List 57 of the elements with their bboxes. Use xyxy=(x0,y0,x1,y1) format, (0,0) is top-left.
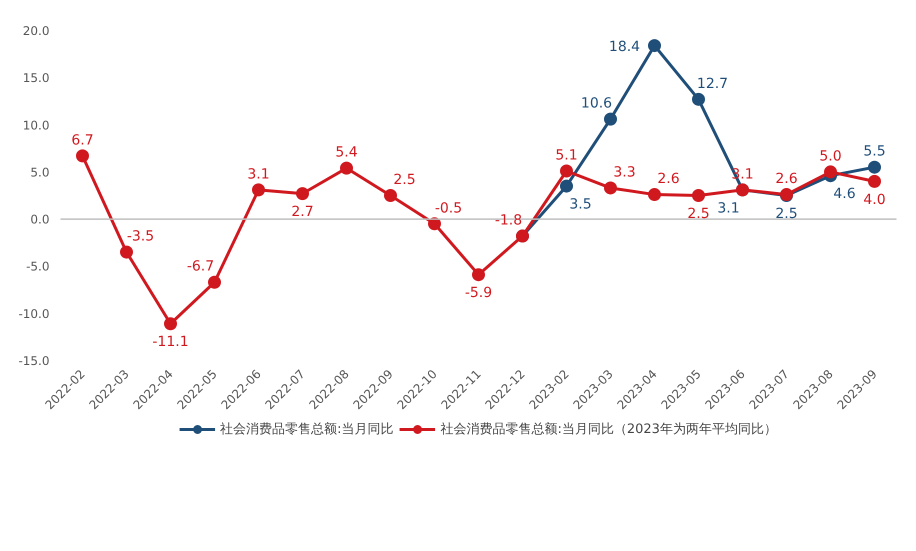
data-label: 18.4 xyxy=(608,39,640,56)
legend-label: 社会消费品零售总额:当月同比（2023年为两年平均同比） xyxy=(440,421,777,438)
data-label: 12.7 xyxy=(696,76,728,92)
data-label: 2.6 xyxy=(775,171,798,188)
data-label: 5.5 xyxy=(863,144,886,160)
point xyxy=(648,39,661,52)
data-label: 4.6 xyxy=(833,186,856,202)
data-label: 4.0 xyxy=(863,192,886,208)
point xyxy=(472,268,485,282)
data-label: 5.0 xyxy=(819,148,842,164)
data-label: -0.5 xyxy=(434,200,462,216)
data-label: 5.4 xyxy=(335,144,358,161)
data-label: 2.5 xyxy=(393,172,416,188)
point xyxy=(648,188,661,202)
data-label: 2.5 xyxy=(775,206,798,222)
legend-label: 社会消费品零售总额:当月同比 xyxy=(220,421,394,438)
y-tick-label: -5.0 xyxy=(26,260,50,274)
data-label: 5.1 xyxy=(555,147,578,164)
point xyxy=(164,317,177,330)
point xyxy=(208,276,221,289)
point xyxy=(296,187,309,200)
y-tick-label: 0.0 xyxy=(30,212,50,227)
y-tick-label: 15.0 xyxy=(22,71,50,86)
data-label: 3.3 xyxy=(613,164,636,180)
point xyxy=(252,183,265,196)
point xyxy=(868,160,881,174)
point xyxy=(340,162,353,175)
point xyxy=(560,180,573,193)
y-tick-label: 5.0 xyxy=(30,165,50,180)
data-label: 2.6 xyxy=(657,171,680,188)
point xyxy=(604,112,617,126)
data-label: -3.5 xyxy=(126,228,154,245)
data-label: 3.1 xyxy=(717,200,740,216)
data-label: 3.5 xyxy=(569,196,592,213)
data-label: 10.6 xyxy=(580,96,612,112)
data-label: 2.5 xyxy=(687,206,710,222)
point xyxy=(428,217,441,230)
point xyxy=(120,246,133,259)
point xyxy=(76,149,89,162)
point xyxy=(604,181,617,194)
point xyxy=(692,92,705,106)
point xyxy=(384,189,397,202)
data-label: -6.7 xyxy=(186,258,214,275)
y-tick-label: 10.0 xyxy=(22,118,50,132)
data-label: -5.9 xyxy=(464,285,492,302)
point xyxy=(692,189,705,202)
point xyxy=(868,174,881,188)
y-tick-label: 20.0 xyxy=(22,24,50,38)
data-label: 6.7 xyxy=(71,132,94,148)
data-label: -1.8 xyxy=(494,212,522,229)
point xyxy=(560,164,573,178)
point xyxy=(824,165,837,178)
data-label: 2.7 xyxy=(291,204,314,220)
data-label: 3.1 xyxy=(247,166,270,182)
data-label: -11.1 xyxy=(152,334,189,350)
y-tick-label: -15.0 xyxy=(18,354,50,368)
y-tick-label: -10.0 xyxy=(18,306,50,321)
